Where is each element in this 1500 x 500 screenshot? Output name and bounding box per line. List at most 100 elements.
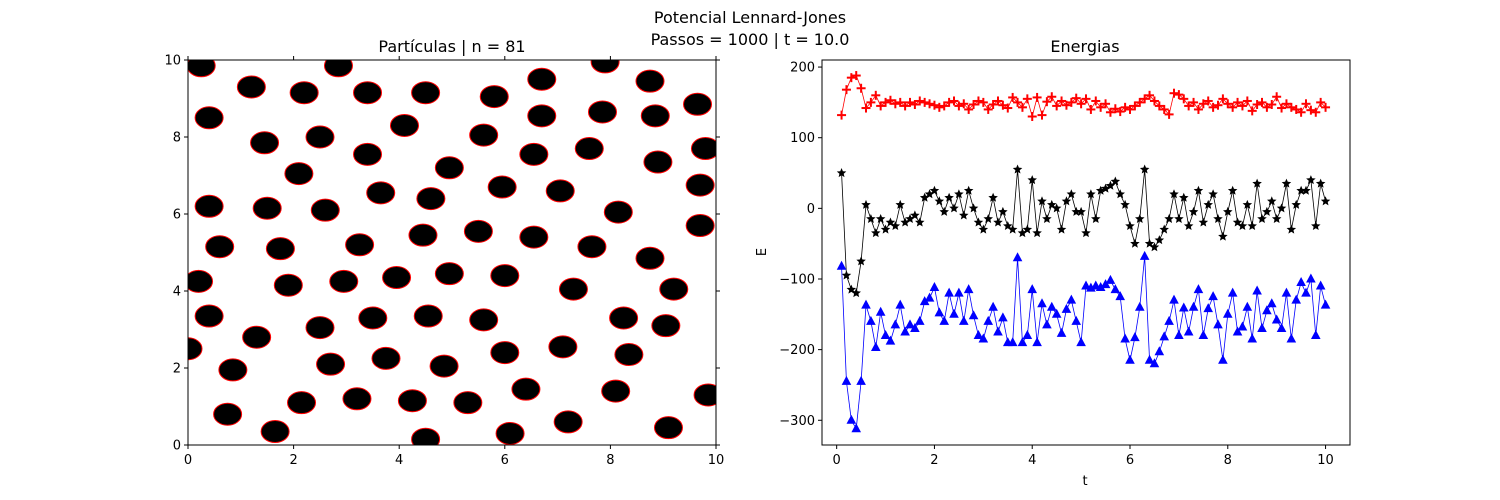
particle	[250, 131, 280, 155]
particle	[659, 277, 689, 301]
data-point-total	[1037, 196, 1047, 206]
data-point-total	[1022, 224, 1033, 234]
data-point-potencial	[1012, 252, 1023, 262]
data-point-potencial	[1306, 273, 1316, 283]
data-point-total	[1232, 217, 1243, 227]
data-point-cinética	[1071, 93, 1081, 103]
data-point-potencial	[968, 310, 979, 320]
data-point-total	[924, 189, 935, 199]
data-point-total	[1071, 206, 1081, 216]
data-point-total	[1120, 199, 1130, 209]
data-point-potencial	[1227, 287, 1238, 297]
data-point-total	[1105, 180, 1116, 190]
data-point-potencial	[861, 299, 871, 309]
data-point-cinética	[1105, 107, 1115, 117]
particle	[284, 162, 314, 186]
data-point-cinética	[871, 90, 881, 100]
data-point-cinética	[1164, 109, 1174, 119]
data-point-total	[875, 213, 886, 223]
data-point-cinética	[1198, 99, 1208, 109]
particle	[411, 81, 441, 105]
particle	[323, 60, 353, 78]
data-point-potencial	[880, 330, 891, 340]
particle	[371, 346, 401, 370]
suptitle-line-1: Potencial Lennard-Jones	[654, 8, 846, 27]
data-point-total	[1174, 213, 1184, 223]
data-point-cinética	[1042, 97, 1052, 107]
data-point-potencial	[1169, 294, 1179, 304]
y-tick-label: 100	[790, 131, 815, 146]
data-point-total	[993, 217, 1003, 227]
data-point-potencial	[983, 315, 994, 325]
particle	[603, 200, 633, 224]
data-point-total	[1144, 238, 1155, 248]
x-tick-label: 2	[289, 453, 297, 468]
particle	[635, 69, 665, 93]
particles-plot-area	[188, 60, 716, 445]
data-point-potencial	[944, 287, 954, 297]
particle	[188, 60, 216, 78]
data-point-total	[1012, 164, 1023, 174]
data-point-potencial	[1130, 332, 1140, 342]
particle	[205, 235, 235, 259]
data-point-potencial	[1262, 305, 1272, 315]
particle	[683, 92, 713, 116]
data-point-cinética	[929, 100, 939, 110]
data-point-potencial	[1310, 330, 1321, 340]
data-point-total	[1086, 189, 1096, 199]
data-point-total	[1193, 185, 1204, 195]
particles-title: Partículas | n = 81	[378, 37, 525, 56]
particle	[614, 343, 644, 367]
data-point-cinética	[973, 96, 983, 106]
particle	[194, 304, 224, 328]
particle	[289, 81, 319, 105]
data-point-total	[1291, 199, 1301, 209]
x-tick-label: 10	[1317, 453, 1334, 468]
data-point-cinética	[1316, 97, 1326, 107]
data-point-cinética	[1013, 97, 1023, 107]
data-point-total	[1007, 224, 1018, 234]
data-point-potencial	[1222, 308, 1233, 318]
data-point-cinética	[969, 100, 979, 110]
particle	[490, 341, 520, 365]
data-point-potencial	[900, 326, 910, 336]
data-point-cinética	[1154, 101, 1164, 111]
data-point-total	[1081, 228, 1091, 238]
data-point-cinética	[1213, 100, 1223, 110]
data-point-cinética	[1022, 94, 1032, 104]
data-point-total	[1208, 189, 1218, 199]
particle	[329, 269, 359, 293]
data-point-cinética	[1306, 105, 1316, 115]
data-point-total	[1315, 178, 1326, 188]
data-point-potencial	[1266, 298, 1277, 308]
data-point-potencial	[1125, 354, 1135, 364]
data-point-total	[1125, 221, 1135, 231]
data-point-total	[1066, 189, 1077, 199]
data-point-potencial	[1046, 301, 1057, 311]
data-point-cinética	[1086, 104, 1096, 114]
particle	[188, 337, 203, 361]
data-point-total	[910, 210, 920, 220]
data-point-cinética	[1301, 99, 1311, 109]
data-point-total	[1218, 231, 1228, 241]
data-point-total	[1139, 164, 1150, 174]
data-point-potencial	[1218, 354, 1228, 364]
particle	[358, 306, 388, 330]
data-point-total	[998, 206, 1008, 216]
energies-ylabel: E	[755, 248, 770, 256]
data-point-total	[1198, 217, 1209, 227]
data-point-cinética	[866, 97, 876, 107]
data-point-total	[1281, 178, 1292, 188]
data-point-potencial	[1149, 358, 1160, 368]
data-point-cinética	[841, 85, 851, 95]
particle	[469, 123, 499, 147]
data-point-potencial	[1071, 315, 1082, 325]
data-point-potencial	[905, 319, 915, 329]
data-point-total	[880, 224, 891, 234]
particle	[495, 421, 525, 445]
data-point-cinética	[934, 102, 944, 112]
particle	[194, 194, 224, 218]
particle	[653, 416, 683, 440]
data-point-potencial	[1257, 322, 1267, 332]
